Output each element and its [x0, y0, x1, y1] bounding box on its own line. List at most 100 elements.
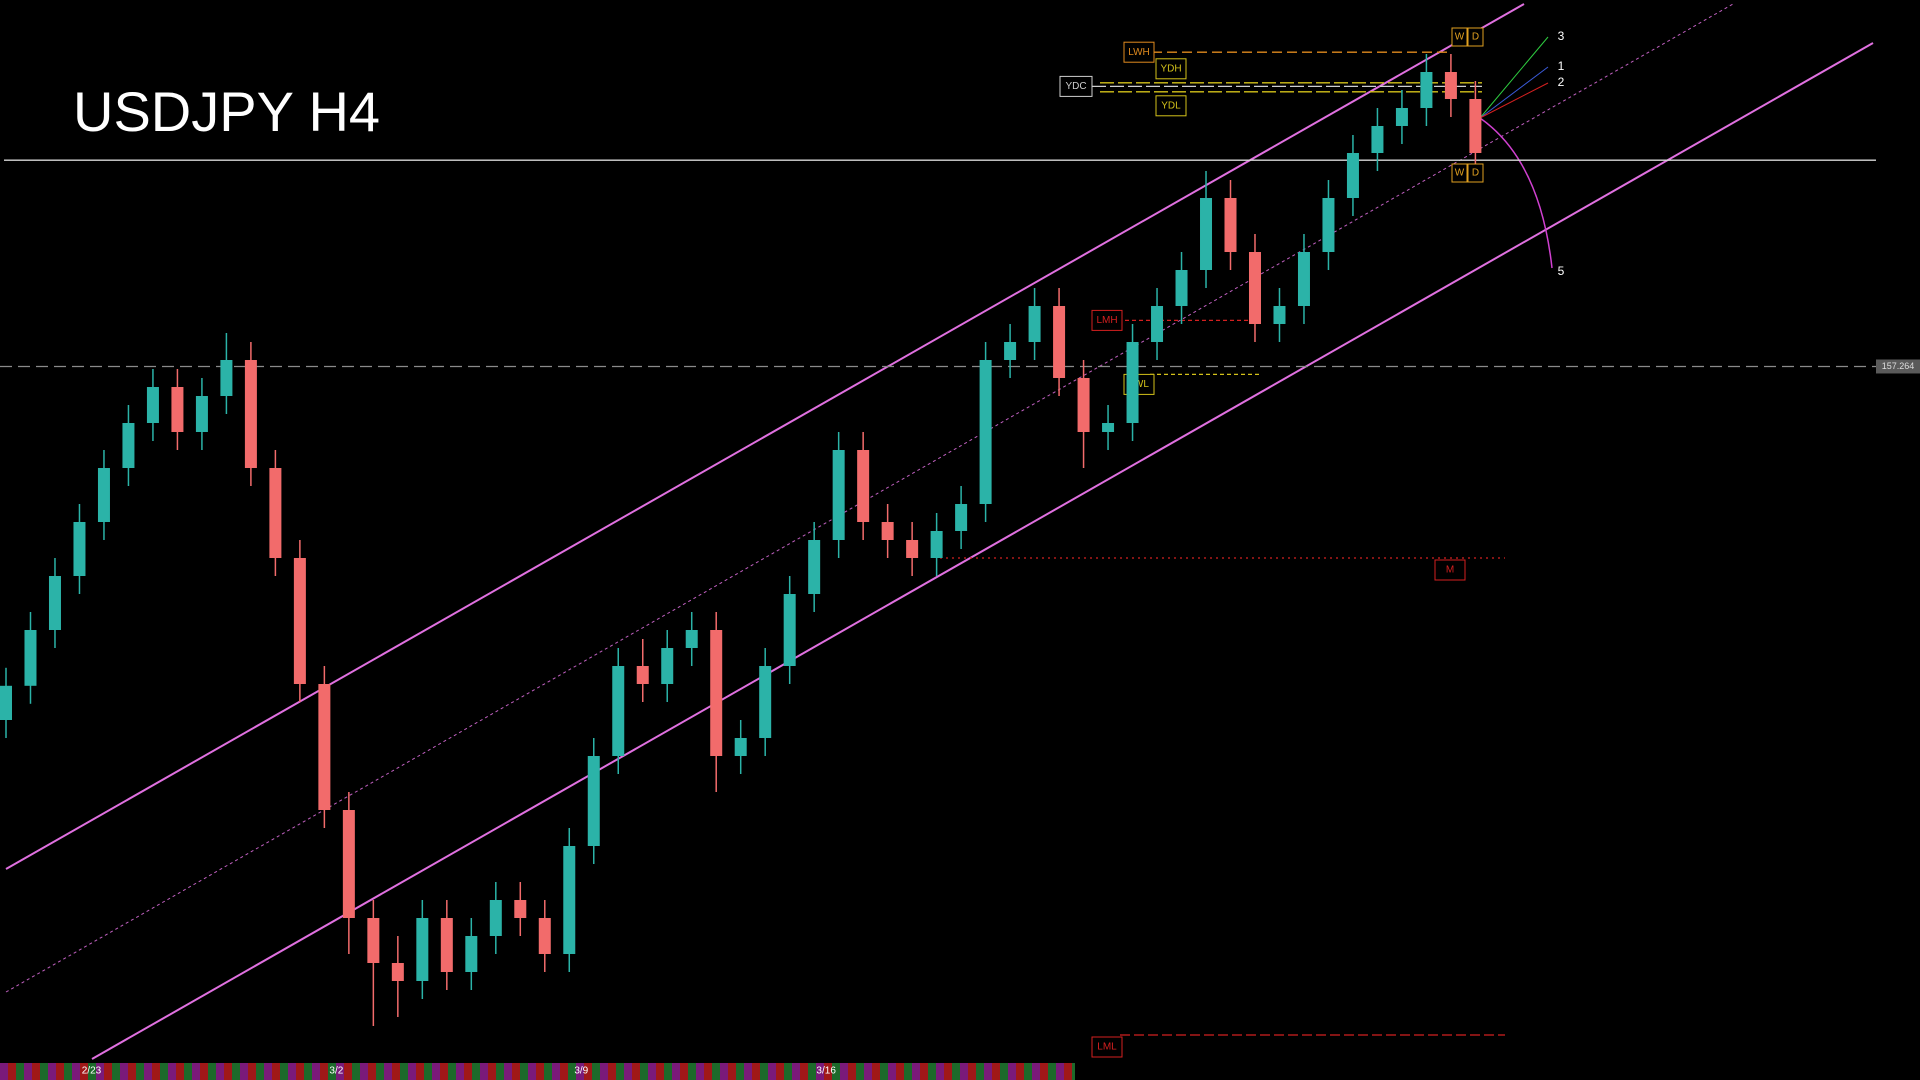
level-label-box: [1155, 58, 1187, 80]
wave-label: 2: [1558, 75, 1565, 89]
candle-body: [97, 468, 110, 522]
candle-body: [1273, 306, 1286, 324]
candle-body: [1004, 342, 1017, 360]
candle-body: [73, 522, 86, 576]
candle-body: [1175, 270, 1188, 306]
candle-body: [489, 900, 502, 936]
level-label: LWH: [1128, 47, 1149, 58]
candle-body: [881, 522, 894, 540]
candle-body: [685, 630, 698, 648]
timeframe-box: [1467, 27, 1484, 47]
candle-body: [171, 387, 184, 432]
wave-label: 5: [1558, 264, 1565, 278]
candle-body: [710, 630, 723, 756]
candle-body: [979, 360, 992, 504]
candle-body: [391, 963, 404, 981]
plot: 157.264 LWH YDH YDC YDL LMH LWL M LML: [0, 41, 1920, 1058]
candle-body: [783, 594, 796, 666]
candle-body: [1248, 252, 1261, 324]
level-label: LML: [1097, 1042, 1117, 1053]
wave-label: 3: [1558, 29, 1565, 43]
level-label: LWL: [1129, 379, 1149, 390]
timeframe-box: [1451, 163, 1468, 183]
candle-body: [955, 504, 968, 531]
candle-body: [1395, 108, 1408, 126]
period-strip: [0, 1063, 1075, 1080]
candle-body: [906, 540, 919, 558]
x-tick-label: 2/23: [82, 1066, 102, 1077]
candle-body: [440, 918, 453, 972]
candle-body: [930, 531, 943, 558]
candle-body: [538, 918, 551, 954]
wave-label: 1: [1558, 59, 1565, 73]
candle-body: [759, 666, 772, 738]
candle-body: [1346, 153, 1359, 198]
candle-body: [587, 756, 600, 846]
price-label-box: [1876, 359, 1920, 374]
candle-body: [1200, 198, 1213, 270]
candle-body: [24, 630, 37, 686]
level-label-box: [1059, 75, 1093, 97]
candle-body: [416, 918, 429, 981]
candle-body: [48, 576, 61, 630]
candle-body: [195, 396, 208, 432]
chart-title: USDJPY H4: [73, 80, 380, 143]
candle-body: [1028, 306, 1041, 342]
level-label: YDH: [1160, 63, 1181, 74]
candle-body: [269, 468, 282, 558]
projection-line: [1479, 66, 1549, 119]
projection-line: [1479, 82, 1549, 119]
candle-body: [1371, 126, 1384, 153]
projection-line: [1479, 36, 1549, 119]
level-label-box: [1434, 559, 1466, 581]
candle-body: [1102, 423, 1115, 432]
x-tick-label: 3/9: [574, 1066, 588, 1077]
candle-body: [220, 360, 233, 396]
timeframe-box: [1467, 163, 1484, 183]
candle-body: [1077, 378, 1090, 432]
candle-body: [367, 918, 380, 963]
candle-body: [514, 900, 527, 918]
candle-body: [857, 450, 870, 522]
candle-body: [1224, 198, 1237, 252]
channel-upper: [5, 3, 1525, 870]
candle-body: [1322, 198, 1335, 252]
level-label-box: [1091, 309, 1123, 331]
level-label: LMH: [1096, 315, 1117, 326]
channel-middle: [5, 3, 1734, 993]
timeframe-box: [1451, 27, 1468, 47]
candle-body: [734, 738, 747, 756]
timeframe-label: D: [1472, 32, 1479, 43]
candle-body: [661, 648, 674, 684]
level-label-box: [1123, 41, 1155, 63]
timeframe-label: D: [1472, 168, 1479, 179]
candle-body: [832, 450, 845, 540]
candle-body: [318, 684, 331, 810]
candle-body: [612, 666, 625, 756]
channel-lower: [91, 42, 1874, 1060]
candle-body: [563, 846, 576, 954]
candle-body: [808, 540, 821, 594]
candle-body: [1053, 306, 1066, 378]
candle-body: [122, 423, 135, 468]
candle-body: [0, 685, 12, 720]
candle-body: [146, 387, 159, 423]
x-tick-label: 3/2: [329, 1066, 343, 1077]
candle-body: [636, 666, 649, 684]
level-label-box: [1155, 95, 1187, 117]
candle-body: [465, 936, 478, 972]
candle-body: [1126, 342, 1139, 423]
candle-body: [1444, 72, 1457, 99]
projection-curve: [1479, 117, 1553, 269]
price-label: 157.264: [1882, 361, 1915, 371]
level-label: M: [1446, 565, 1454, 576]
candle-body: [342, 810, 355, 918]
candle-body: [1151, 306, 1164, 342]
timeframe-label: W: [1455, 32, 1465, 43]
candle-body: [293, 558, 306, 684]
x-tick-label: 3/16: [816, 1066, 836, 1077]
candle-body: [244, 360, 257, 468]
candle-body: [1469, 99, 1482, 153]
